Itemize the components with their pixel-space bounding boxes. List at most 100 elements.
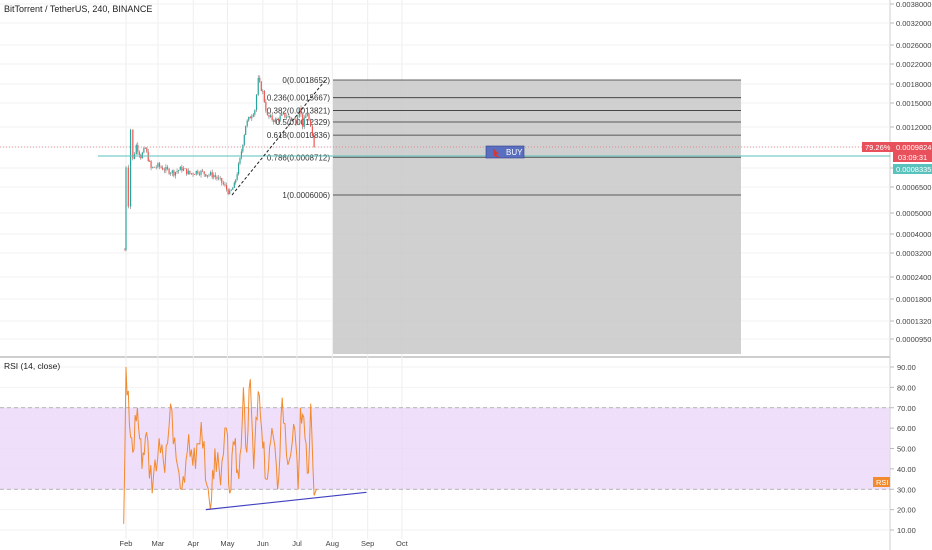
candle-body [127, 167, 129, 207]
candle-body [305, 116, 307, 118]
candle-body [186, 168, 188, 175]
time-axis[interactable]: Feb Mar Apr May Jun Jul Aug Sep Oct [120, 539, 409, 548]
candle-body [198, 173, 201, 175]
candle-body [240, 151, 243, 158]
candle-body [235, 179, 237, 183]
candle-body [243, 135, 245, 145]
candle-body [138, 151, 140, 155]
rsi-badge: RSI [873, 477, 890, 487]
candle-body [146, 148, 148, 152]
candle-body [125, 167, 127, 250]
rsi-title: RSI (14, close) [4, 361, 60, 371]
buy-arrow-icon [493, 148, 500, 158]
y-tick-label: 0.0018000 [896, 80, 931, 89]
x-tick-label: Sep [361, 539, 374, 548]
y-tick-label: 0.0000950 [896, 335, 931, 344]
candle-body [219, 177, 221, 179]
rsi-line [123, 366, 317, 524]
rsi-axis[interactable]: 90.00 80.00 70.00 60.00 50.00 40.00 30.00 20.00… [890, 363, 916, 535]
countdown-badge-bg [893, 152, 932, 162]
fib-level-label: 0.236(0.0015667) [267, 94, 331, 103]
candle-body [237, 163, 240, 175]
candle-body [152, 166, 154, 168]
candle-body [158, 163, 161, 167]
candle-body [225, 185, 228, 190]
candle-body [157, 163, 159, 168]
candle-body [229, 190, 231, 194]
candle-body [276, 118, 278, 120]
candle-body [289, 116, 291, 118]
candle-body [311, 126, 313, 137]
candle-body [306, 113, 308, 117]
candle-body [170, 173, 172, 174]
y-tick-label: 0.0002400 [896, 273, 931, 282]
candle-body [217, 177, 220, 179]
line-price-badge: 0.0008335 [893, 164, 932, 174]
candle-body [160, 166, 162, 168]
candle-body [287, 116, 289, 118]
candle-body [197, 170, 199, 174]
rsi-y-tick-label: 90.00 [897, 363, 916, 372]
last-price-pct: 79.26% [865, 143, 891, 152]
candle-body [252, 114, 254, 117]
candle-body [248, 116, 250, 121]
line-price-value: 0.0008335 [896, 165, 931, 174]
candle-body [171, 170, 173, 174]
y-tick-label: 0.0026000 [896, 41, 931, 50]
y-tick-label: 0.0006500 [896, 183, 931, 192]
candle-body [246, 120, 248, 126]
x-tick-label: May [220, 539, 234, 548]
rsi-y-tick-label: 40.00 [897, 465, 916, 474]
x-tick-label: Jul [292, 539, 302, 548]
candle-body [202, 170, 204, 172]
candle-body [165, 166, 167, 171]
last-price-badge-bg [862, 142, 932, 152]
candle-body [209, 172, 212, 175]
candle-body [279, 115, 281, 121]
rsi-trendline[interactable] [205, 491, 367, 511]
x-tick-label: Jun [257, 539, 269, 548]
candle-body [232, 187, 234, 190]
candle-body [141, 152, 143, 159]
fib-level-label: 0.618(0.0010836) [267, 131, 331, 140]
candle-body [271, 115, 273, 121]
candle-body [214, 175, 216, 177]
rsi-band [0, 407, 890, 490]
candle-body [227, 189, 229, 194]
candle-body [303, 117, 305, 127]
price-axis[interactable]: 0.0038000 0.0032000 0.0026000 0.0022000 0.00… [890, 0, 931, 344]
fib-range-box[interactable] [333, 80, 741, 354]
candle-body [178, 170, 180, 172]
rsi-badge-label: RSI [876, 478, 889, 487]
rsi-y-tick-label: 80.00 [897, 383, 916, 392]
countdown-badge: 03:09:31 [893, 152, 932, 162]
candle-body [221, 178, 223, 183]
candle-body [213, 175, 215, 178]
candle-body [222, 182, 224, 185]
candle-body [162, 167, 164, 170]
candle-body [296, 116, 299, 125]
candle-body [273, 120, 275, 123]
candle-body [135, 144, 137, 155]
x-tick-label: Oct [396, 539, 409, 548]
candle-body [277, 118, 280, 121]
y-tick-label: 0.0003200 [896, 249, 931, 258]
candle-body [189, 170, 191, 174]
candle-body [176, 171, 178, 173]
candle-body [300, 108, 302, 115]
y-tick-label: 0.0038000 [896, 0, 931, 9]
rsi-y-tick-label: 70.00 [897, 404, 916, 413]
candle-body [239, 157, 241, 164]
candle-body [181, 166, 183, 171]
chart-title: BitTorrent / TetherUS, 240, BINANCE [4, 4, 152, 14]
candle-body [265, 101, 267, 111]
rsi-y-tick-label: 20.00 [897, 506, 916, 515]
candle-body [282, 112, 284, 115]
buy-marker[interactable]: BUY [485, 145, 525, 159]
candle-body [182, 168, 185, 171]
y-tick-label: 0.0004000 [896, 230, 931, 239]
fib-level-label: 0.382(0.0013821) [267, 106, 331, 115]
rsi-badge-bg [873, 477, 890, 487]
candle-body [251, 116, 253, 119]
